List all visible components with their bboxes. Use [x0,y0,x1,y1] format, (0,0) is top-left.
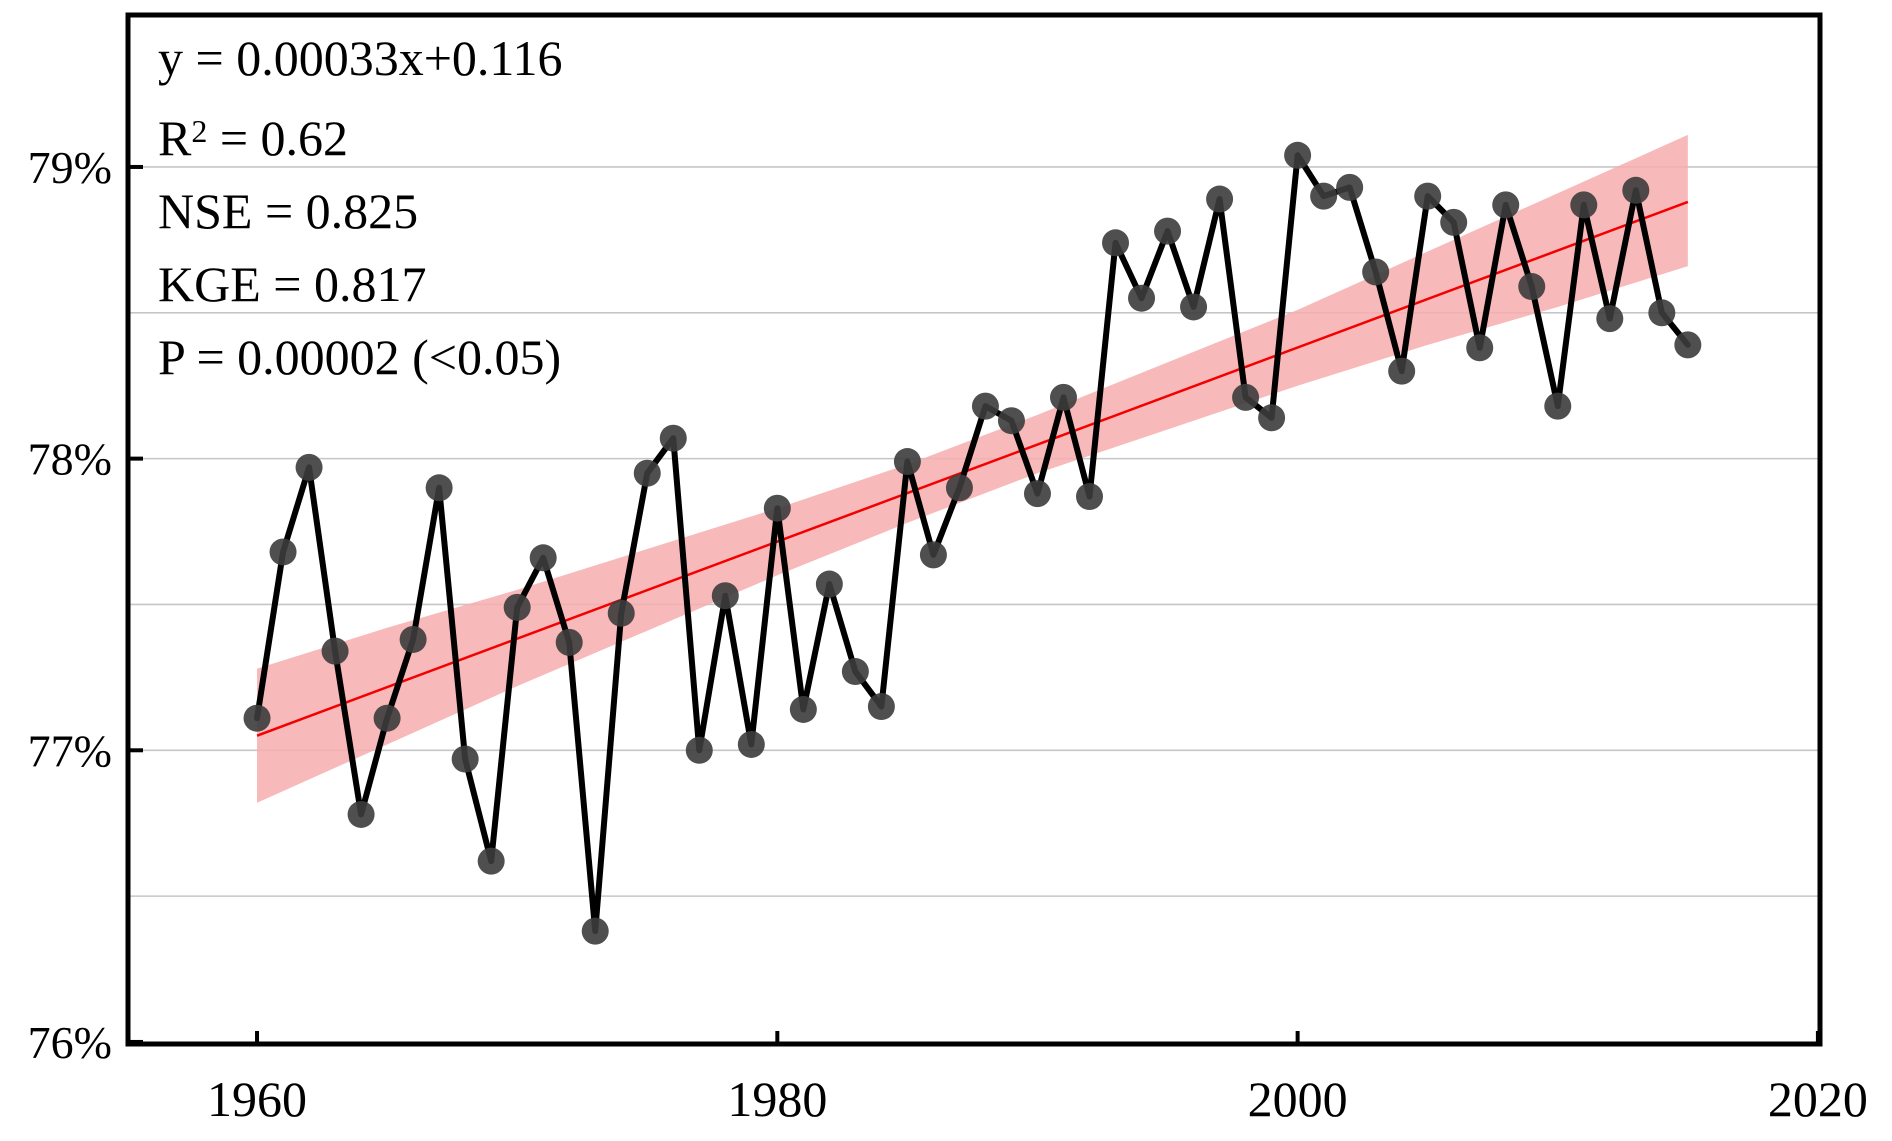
trend-line [256,200,1689,737]
data-point [1284,141,1312,169]
data-point [529,544,557,572]
data-point [555,628,583,656]
stats-annotation-line-1: R2 = 0.62 [158,110,349,166]
data-point [867,693,895,721]
data-point [789,695,817,723]
data-point [503,593,531,621]
data-point [685,736,713,764]
data-point [919,541,947,569]
data-point [633,459,661,487]
y-tick-label: 77% [28,725,112,776]
data-point [1674,331,1702,359]
data-point [1440,208,1468,236]
data-point [1102,229,1130,257]
stats-annotation: y = 0.00033x+0.116 R2 = 0.62 NSE = 0.825 KG… [158,22,563,394]
plot-border [125,12,1823,1047]
data-point [451,745,479,773]
data-point [1596,305,1624,333]
data-point [1414,182,1442,210]
data-point [1076,483,1104,511]
data-point [737,730,765,758]
data-point [1232,383,1260,411]
data-point [295,453,323,481]
data-point [581,917,609,945]
data-point [399,625,427,653]
x-tick-label: 2020 [1768,1071,1868,1127]
stats-annotation-line-2: NSE = 0.825 [158,183,419,239]
data-point [841,658,869,686]
data-point [1518,273,1546,301]
data-point [893,448,921,476]
data-point [425,474,453,502]
x-tick-label: 2000 [1248,1071,1348,1127]
data-point [1388,357,1416,385]
data-point [1570,191,1598,219]
data-point [1648,299,1676,327]
data-point [477,847,505,875]
data-point [1206,185,1234,213]
data-point [1258,404,1286,432]
data-point [1128,284,1156,312]
data-point [1544,392,1572,420]
data-point [1466,334,1494,362]
data-point [607,599,635,627]
data-point [1492,191,1520,219]
x-tick-label: 1960 [207,1071,307,1127]
data-point [971,392,999,420]
data-point [1336,173,1364,201]
y-tick-label: 78% [28,434,112,485]
y-tick-label: 79% [28,142,112,193]
data-point [997,407,1025,435]
stats-annotation-line-4: P = 0.00002 (<0.05) [158,329,562,385]
data-point [945,474,973,502]
stats-annotation-line-3: KGE = 0.817 [158,256,427,312]
stats-annotation-line-0: y = 0.00033x+0.116 [158,30,563,86]
data-point [373,704,401,732]
data-point [659,424,687,452]
data-point [815,570,843,598]
data-point [321,637,349,665]
x-tick-label: 1980 [727,1071,827,1127]
data-point [711,582,739,610]
data-point [1310,182,1338,210]
data-point [1180,293,1208,321]
data-point [1622,176,1650,204]
data-point [763,494,791,522]
data-point [1023,480,1051,508]
data-point [269,538,297,566]
data-point [1049,383,1077,411]
data-point [243,704,271,732]
y-tick-label: 76% [28,1017,112,1068]
data-point [347,800,375,828]
data-point [1154,217,1182,245]
data-point [1362,258,1390,286]
